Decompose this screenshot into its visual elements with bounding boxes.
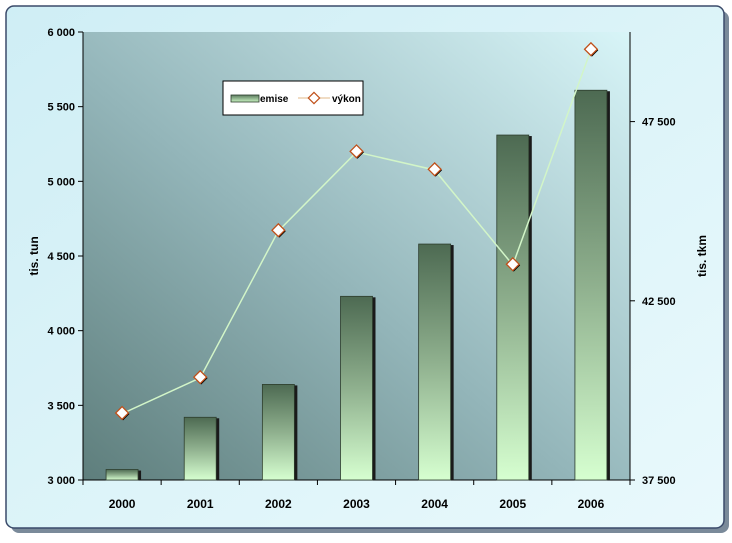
line-marker: [349, 144, 364, 159]
bar: [496, 134, 530, 481]
legend-label-vykon: výkon: [332, 94, 361, 105]
bar: [574, 89, 608, 481]
right-tick-label: 47 500: [642, 117, 676, 129]
left-tick-label: 6 000: [47, 27, 75, 39]
left-tick-label: 4 000: [47, 326, 75, 338]
x-tick-label: 2000: [109, 497, 136, 511]
bar: [105, 469, 139, 481]
left-tick-label: 5 500: [47, 102, 75, 114]
x-tick-label: 2004: [421, 497, 448, 511]
bar-series-emise: [105, 89, 610, 481]
line-marker: [505, 256, 521, 272]
x-tick-label: 2005: [499, 497, 526, 511]
left-tick-label: 3 000: [47, 475, 75, 487]
legend-marker-swatch: [307, 91, 321, 105]
right-tick-label: 37 500: [642, 475, 676, 487]
legend-label-emise: emise: [260, 94, 289, 105]
x-tick-label: 2006: [578, 497, 605, 511]
legend: emise výkon: [222, 80, 364, 116]
x-tick-label: 2001: [187, 497, 214, 511]
line-marker: [192, 369, 208, 385]
legend-bar-swatch: [230, 94, 260, 103]
left-axis-ticks: 3 000 3 500 4 000 4 500 5 000 5 500 6 000: [47, 27, 83, 487]
right-tick-label: 42 500: [642, 296, 676, 308]
bar: [261, 384, 295, 481]
x-axis-ticks: 2000 2001 2002 2003 2004 2005 2006: [82, 480, 631, 511]
left-tick-label: 3 500: [47, 400, 75, 412]
y-axis-title-left: tis. tun: [27, 236, 41, 275]
bar: [340, 295, 373, 481]
left-tick-label: 4 500: [47, 251, 75, 263]
line-marker: [271, 222, 286, 238]
bar: [418, 243, 452, 481]
line-series-vykon: [114, 41, 599, 421]
right-axis-ticks: 37 500 42 500 47 500: [630, 117, 676, 487]
bar: [183, 416, 217, 481]
line-marker: [583, 41, 599, 57]
line-marker: [114, 405, 130, 421]
left-tick-label: 5 000: [47, 176, 75, 188]
x-tick-label: 2003: [343, 497, 370, 511]
line-marker: [427, 161, 442, 177]
y-axis-title-right: tis. tkm: [695, 235, 709, 277]
x-tick-label: 2002: [265, 497, 292, 511]
